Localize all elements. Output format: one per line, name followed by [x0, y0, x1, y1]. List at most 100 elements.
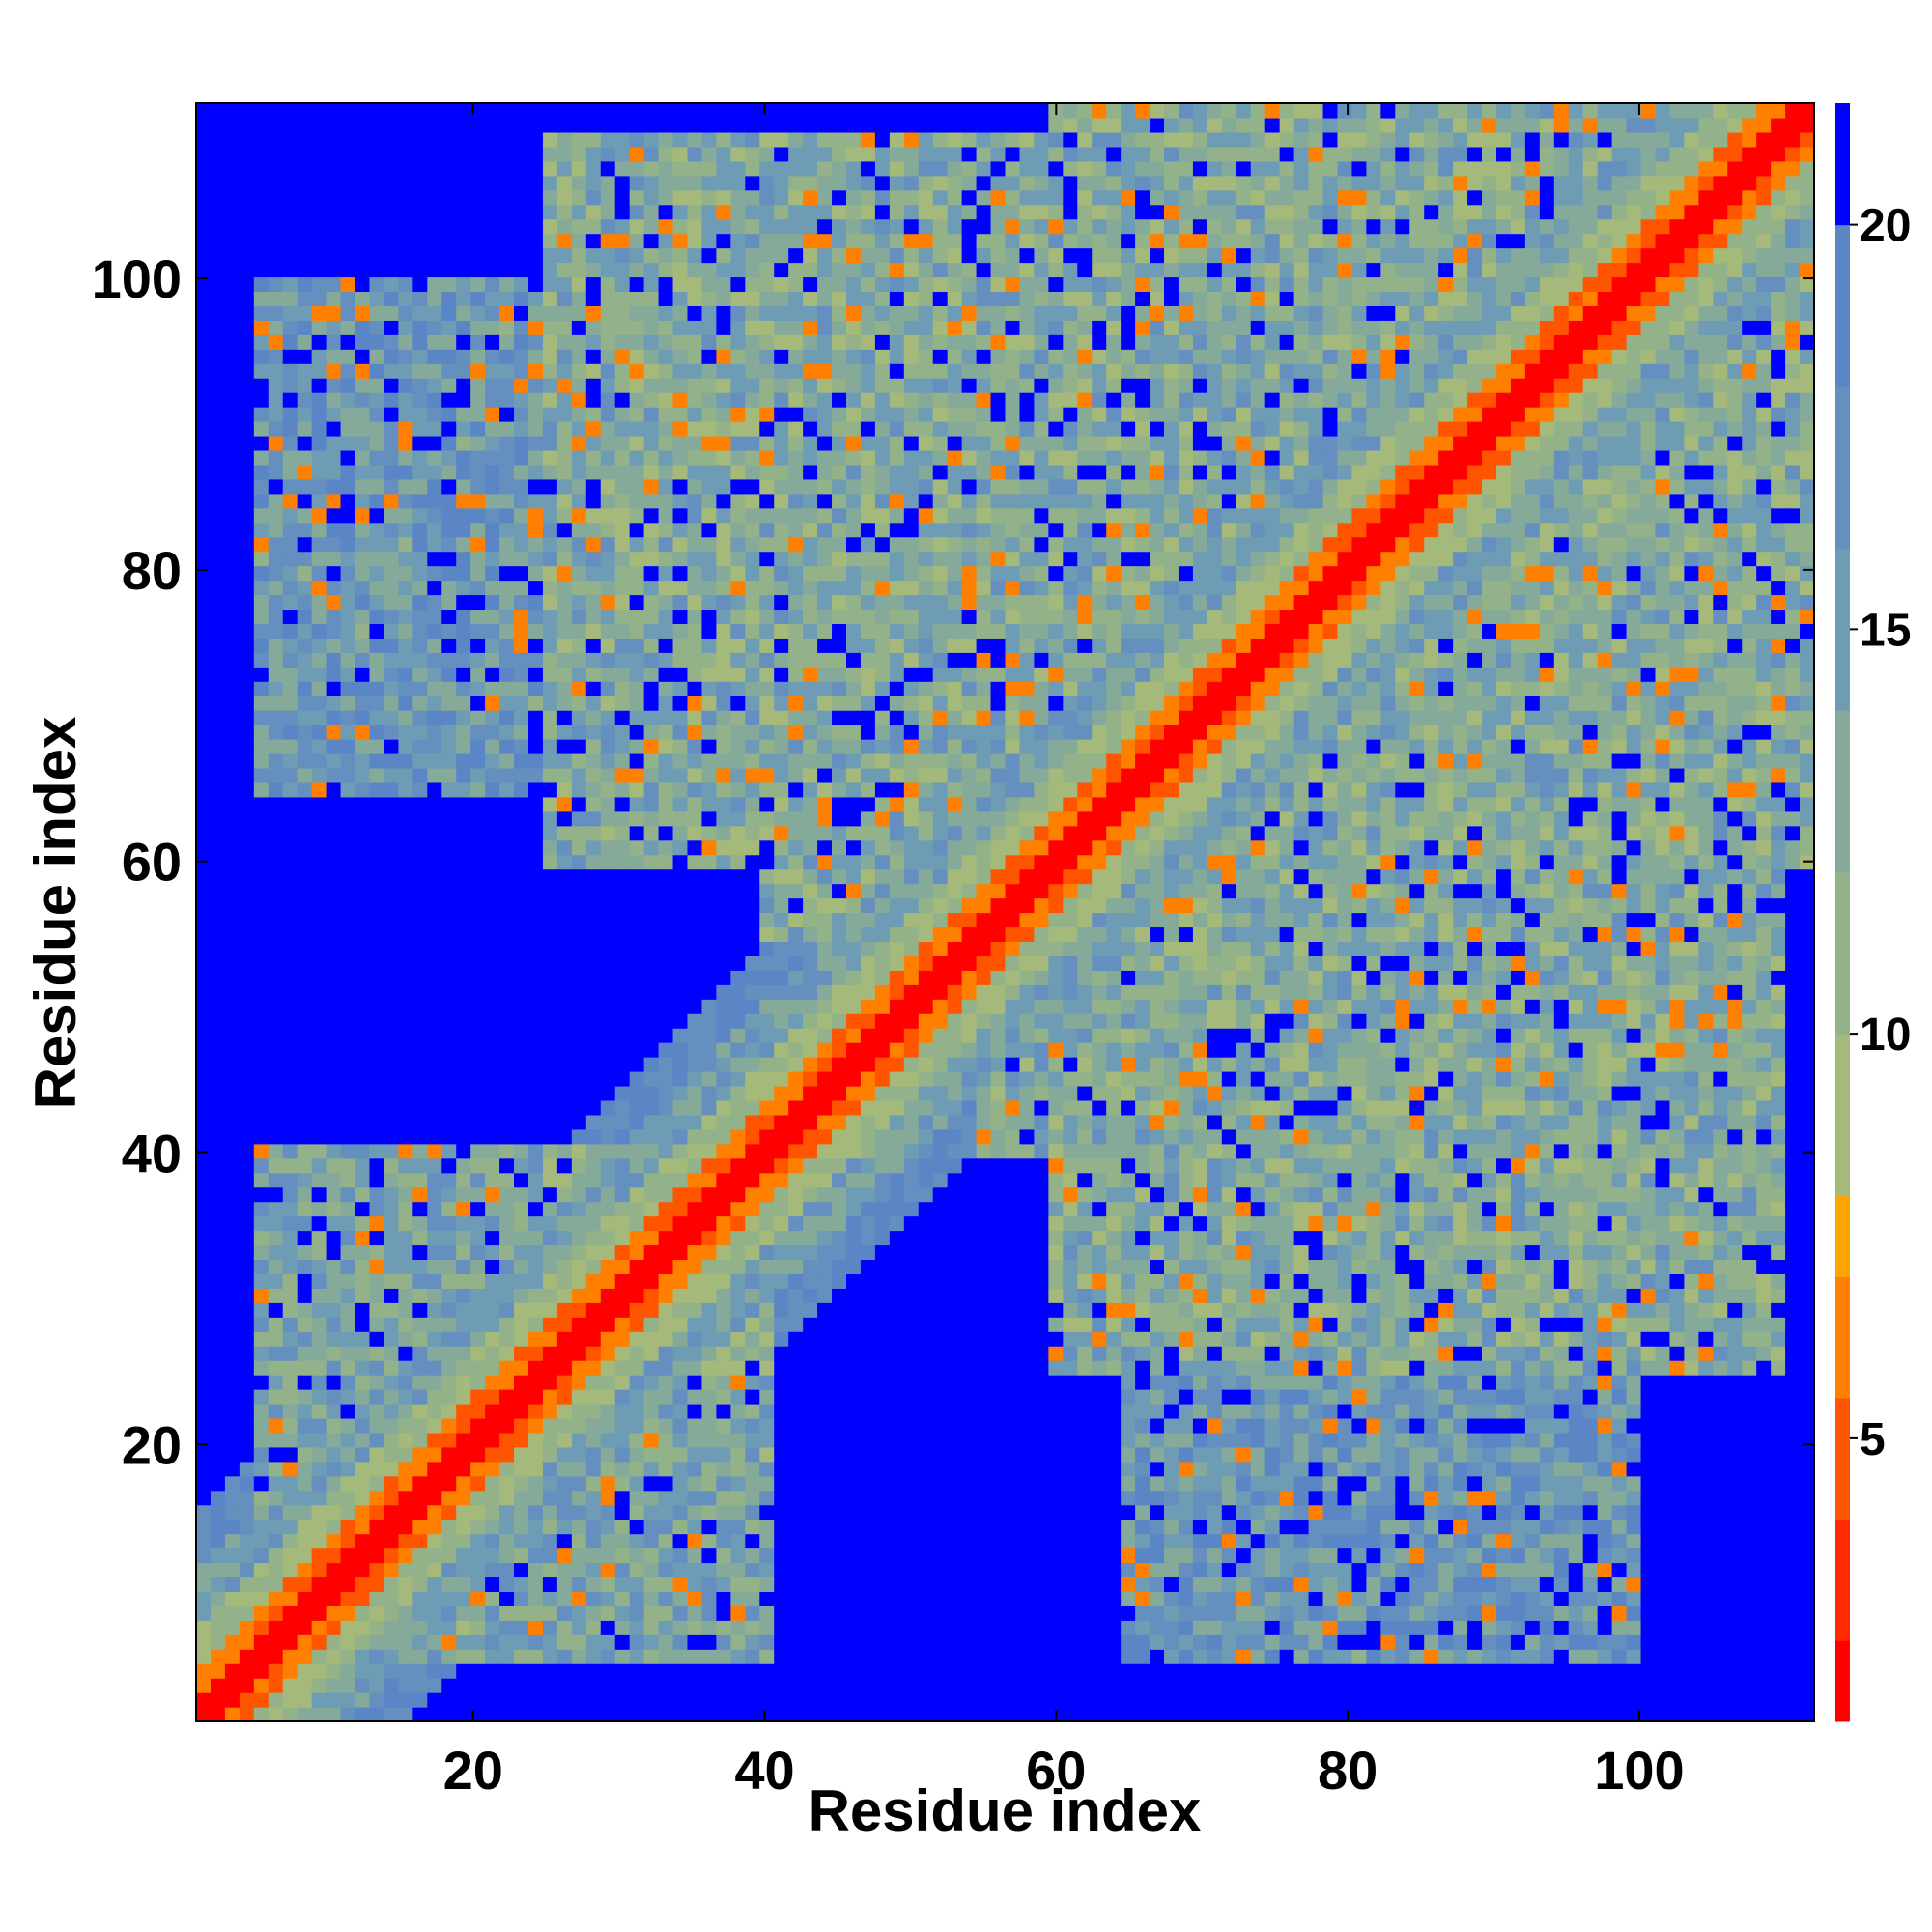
heatmap-cell: [571, 1186, 587, 1203]
heatmap-cell: [311, 146, 327, 162]
heatmap-cell: [355, 276, 371, 293]
heatmap-cell: [224, 392, 241, 408]
heatmap-cell: [774, 478, 789, 495]
heatmap-cell: [311, 204, 327, 220]
heatmap-cell: [456, 1432, 471, 1448]
heatmap-cell: [268, 349, 284, 364]
heatmap-cell: [687, 1331, 703, 1347]
heatmap-cell: [730, 160, 746, 177]
heatmap-cell: [774, 103, 789, 119]
heatmap-cell: [730, 739, 746, 754]
heatmap-cell: [629, 1028, 645, 1043]
heatmap-cell: [701, 146, 717, 162]
heatmap-cell: [774, 305, 789, 321]
heatmap-cell: [803, 392, 818, 408]
heatmap-cell: [672, 1346, 689, 1361]
heatmap-cell: [384, 262, 399, 278]
heatmap-cell: [253, 825, 270, 841]
heatmap-cell: [614, 1649, 631, 1664]
heatmap-cell: [643, 638, 660, 653]
heatmap-cell: [427, 189, 442, 206]
heatmap-cell: [355, 1678, 371, 1693]
heatmap-cell: [571, 1692, 587, 1708]
heatmap-cell: [817, 464, 833, 480]
heatmap-cell: [687, 334, 703, 350]
heatmap-cell: [527, 1605, 544, 1621]
heatmap-cell: [745, 912, 760, 928]
heatmap-cell: [268, 1591, 284, 1606]
heatmap-cell: [384, 609, 399, 624]
heatmap-cell: [514, 1172, 529, 1188]
heatmap-cell: [658, 1389, 674, 1405]
heatmap-cell: [832, 926, 847, 943]
heatmap-cell: [369, 464, 385, 480]
heatmap-cell: [687, 926, 703, 943]
heatmap-cell: [239, 1360, 255, 1376]
heatmap-cell: [398, 1244, 413, 1261]
heatmap-cell: [196, 464, 212, 480]
heatmap-cell: [817, 1013, 833, 1029]
heatmap-cell: [514, 1417, 529, 1434]
heatmap-cell: [672, 1692, 689, 1708]
heatmap-cell: [730, 1085, 746, 1101]
heatmap-cell: [340, 449, 356, 466]
heatmap-cell: [485, 1562, 500, 1578]
heatmap-cell: [745, 839, 760, 856]
heatmap-cell: [527, 233, 544, 249]
heatmap-cell: [384, 363, 399, 379]
heatmap-cell: [514, 1114, 529, 1130]
heatmap-cell: [629, 189, 645, 206]
heatmap-cell: [701, 160, 717, 177]
heatmap-cell: [297, 536, 313, 553]
heatmap-cell: [803, 1331, 818, 1347]
heatmap-cell: [788, 247, 804, 264]
heatmap-cell: [470, 146, 486, 162]
heatmap-cell: [210, 767, 226, 783]
heatmap-cell: [282, 1259, 298, 1274]
heatmap-cell: [253, 1446, 270, 1463]
heatmap-cell: [253, 1562, 270, 1578]
heatmap-cell: [384, 349, 399, 364]
heatmap-cell: [268, 305, 284, 321]
heatmap-cell: [542, 1533, 558, 1549]
heatmap-cell: [672, 1331, 689, 1347]
heatmap-cell: [282, 1186, 298, 1203]
heatmap-cell: [340, 1013, 356, 1029]
heatmap-cell: [268, 594, 284, 611]
heatmap-cell: [803, 594, 818, 611]
heatmap-cell: [585, 378, 602, 393]
heatmap-cell: [527, 349, 544, 364]
heatmap-cell: [542, 1302, 558, 1318]
heatmap-cell: [398, 1128, 413, 1145]
heatmap-cell: [427, 767, 442, 783]
heatmap-cell: [774, 1417, 789, 1434]
heatmap-cell: [745, 1230, 760, 1246]
heatmap-cell: [527, 1259, 544, 1274]
heatmap-cell: [398, 1678, 413, 1693]
heatmap-cell: [499, 131, 515, 148]
heatmap-cell: [514, 1273, 529, 1289]
heatmap-cell: [745, 580, 760, 596]
heatmap-cell: [643, 810, 660, 827]
heatmap-cell: [672, 189, 689, 206]
heatmap-cell: [542, 1346, 558, 1361]
heatmap-cell: [571, 1085, 587, 1101]
heatmap-cell: [210, 1186, 226, 1203]
heatmap-cell: [643, 926, 660, 943]
heatmap-cell: [268, 1605, 284, 1621]
heatmap-cell: [600, 233, 616, 249]
heatmap-cell: [600, 1620, 616, 1635]
heatmap-cell: [282, 363, 298, 379]
heatmap-cell: [224, 1605, 241, 1621]
heatmap-cell: [398, 1548, 413, 1564]
heatmap-cell: [485, 349, 500, 364]
heatmap-cell: [629, 493, 645, 509]
heatmap-cell: [282, 1230, 298, 1246]
heatmap-cell: [600, 1649, 616, 1664]
heatmap-cell: [456, 1649, 471, 1664]
heatmap-cell: [297, 926, 313, 943]
heatmap-cell: [716, 551, 731, 567]
heatmap-cell: [556, 609, 573, 624]
heatmap-cell: [369, 594, 385, 611]
heatmap-cell: [311, 1577, 327, 1593]
